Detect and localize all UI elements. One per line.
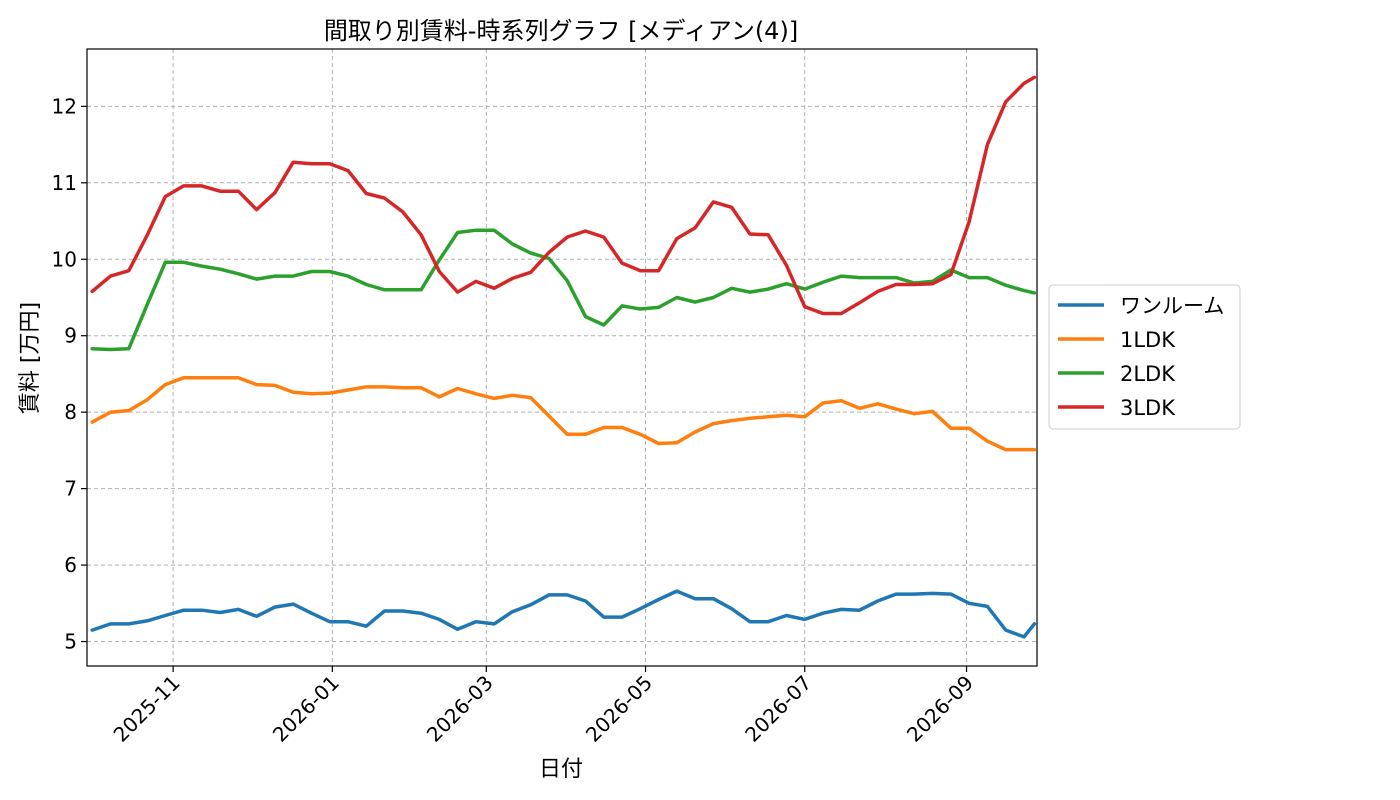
series-layer [90, 75, 1037, 639]
legend-entry: 2LDK [1120, 362, 1176, 386]
x-tick-label: 2026-03 [422, 671, 498, 747]
x-tick-label: 2026-09 [902, 671, 978, 747]
legend-entry: 1LDK [1120, 328, 1176, 352]
y-axis: 5 6 7 8 9 10 11 12 [52, 94, 87, 654]
series-line-1 [90, 589, 1037, 639]
legend-entry: ワンルーム [1120, 294, 1224, 318]
grid [87, 49, 1037, 666]
y-tick-label: 9 [64, 324, 77, 348]
legend-entry: 3LDK [1120, 396, 1176, 420]
y-tick-label: 12 [52, 94, 77, 118]
y-tick-label: 11 [52, 171, 77, 195]
x-tick-label: 2026-01 [268, 671, 344, 747]
series-line-4 [90, 75, 1037, 316]
x-axis-label: 日付 [539, 757, 583, 782]
x-axis: 2025-11 2026-01 2026-03 2026-05 2026-07 2026-… [109, 666, 978, 747]
legend-box [1048, 284, 1241, 430]
legend: ワンルーム 1LDK 2LDK 3LDK [1048, 284, 1241, 430]
y-tick-label: 6 [64, 553, 77, 577]
x-tick-label: 2026-07 [740, 671, 816, 747]
plot-frame [86, 48, 1038, 667]
y-tick-label: 5 [64, 630, 77, 654]
x-tick-label: 2026-05 [581, 671, 657, 747]
y-axis-label: 賃料 [万円] [18, 302, 43, 414]
y-tick-label: 7 [64, 477, 77, 501]
y-tick-label: 10 [52, 247, 77, 271]
chart-title: 間取り別賃料-時系列グラフ [メディアン(4)] [324, 17, 798, 45]
x-tick-label: 2025-11 [109, 671, 185, 747]
series-line-3 [90, 228, 1037, 352]
series-line-2 [90, 376, 1037, 452]
y-tick-label: 8 [64, 400, 77, 424]
